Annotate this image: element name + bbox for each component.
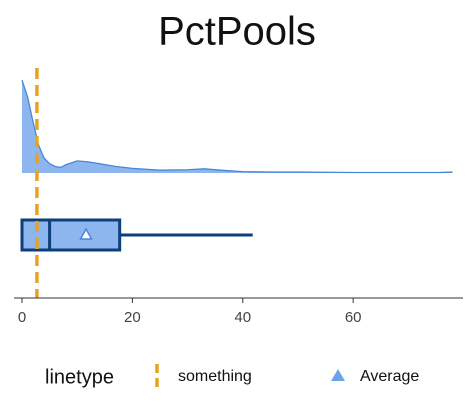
x-tick-label: 0 — [18, 309, 26, 326]
mean-marker — [79, 227, 93, 240]
legend-key — [331, 369, 345, 381]
legend-label: something — [178, 368, 252, 385]
legend-label: Average — [360, 368, 419, 385]
x-tick-label: 20 — [124, 309, 141, 326]
x-tick-label: 60 — [345, 309, 362, 326]
x-tick-label: 40 — [234, 309, 251, 326]
legend-title: linetype — [45, 366, 114, 388]
chart-title: PctPools — [158, 10, 316, 54]
density-line — [21, 79, 453, 174]
density-area — [22, 80, 453, 173]
